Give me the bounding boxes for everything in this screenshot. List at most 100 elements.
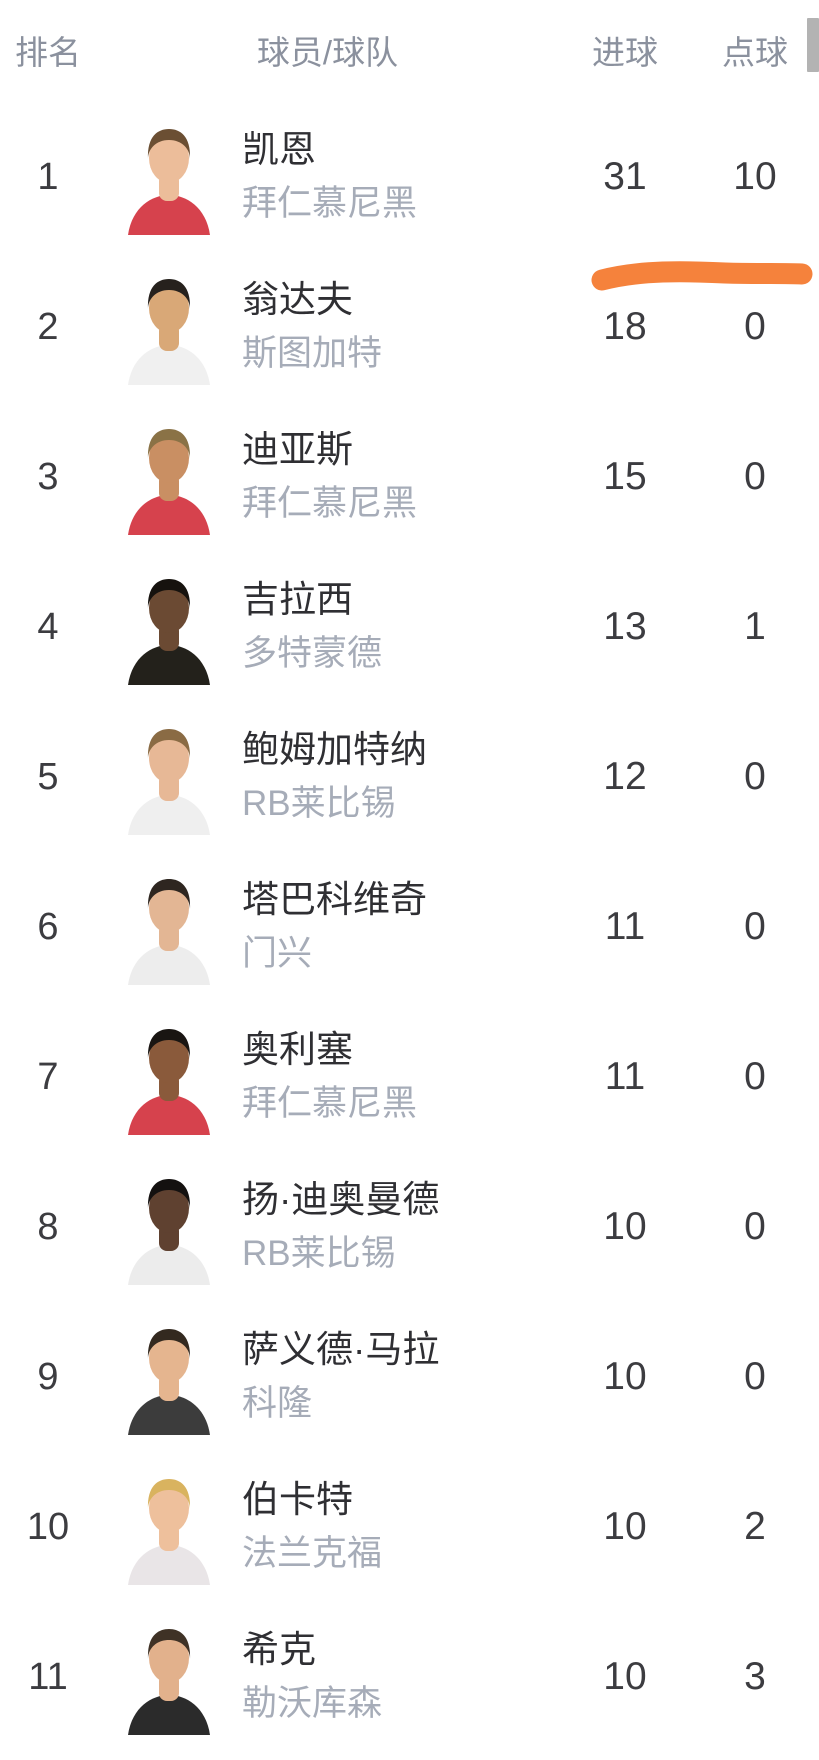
goals-value: 11 — [604, 1055, 646, 1098]
team-name: 斯图加特 — [242, 334, 383, 374]
player-photo — [124, 574, 214, 686]
team-name: RB莱比锡 — [242, 1234, 396, 1274]
rank-value: 8 — [37, 1205, 59, 1248]
player-info: 吉拉西 多特蒙德 — [228, 580, 559, 673]
player-info: 萨义德·马拉 科隆 — [228, 1330, 559, 1423]
team-name: 科隆 — [242, 1384, 313, 1424]
player-photo — [124, 1474, 214, 1586]
player-info: 塔巴科维奇 门兴 — [228, 880, 559, 973]
player-name: 翁达夫 — [242, 279, 353, 321]
player-name: 迪亚斯 — [242, 429, 353, 471]
table-body: 1 凯恩 拜仁慕尼黑 31 10 2 翁达夫 — [0, 102, 819, 1752]
player-avatar-icon — [128, 879, 210, 985]
player-avatar-icon — [128, 1179, 210, 1285]
player-row[interactable]: 11 希克 勒沃库森 10 3 — [0, 1602, 819, 1752]
player-name: 扬·迪奥曼德 — [242, 1179, 440, 1221]
team-name: 拜仁慕尼黑 — [242, 1084, 418, 1124]
player-photo — [124, 724, 214, 836]
player-name: 希克 — [242, 1629, 316, 1671]
player-row[interactable]: 9 萨义德·马拉 科隆 10 0 — [0, 1302, 819, 1452]
penalties-value: 0 — [744, 1055, 766, 1098]
rank-value: 10 — [26, 1505, 70, 1548]
player-row[interactable]: 10 伯卡特 法兰克福 10 2 — [0, 1452, 819, 1602]
player-row[interactable]: 2 翁达夫 斯图加特 18 0 — [0, 252, 819, 402]
rank-value: 9 — [37, 1355, 59, 1398]
player-info: 迪亚斯 拜仁慕尼黑 — [228, 430, 559, 523]
goals-value: 10 — [603, 1355, 647, 1398]
player-photo — [124, 1624, 214, 1736]
player-photo — [124, 124, 214, 236]
team-name: 勒沃库森 — [242, 1684, 383, 1724]
player-name: 吉拉西 — [242, 579, 353, 621]
column-header-rank: 排名 — [15, 34, 81, 71]
player-avatar-icon — [128, 1029, 210, 1135]
column-header-penalties: 点球 — [722, 34, 788, 71]
player-row[interactable]: 8 扬·迪奥曼德 RB莱比锡 10 0 — [0, 1152, 819, 1302]
player-avatar-icon — [128, 1629, 210, 1735]
rank-value: 11 — [28, 1655, 68, 1698]
player-info: 鲍姆加特纳 RB莱比锡 — [228, 730, 559, 823]
team-name: 门兴 — [242, 934, 313, 974]
player-row[interactable]: 3 迪亚斯 拜仁慕尼黑 15 0 — [0, 402, 819, 552]
penalties-value: 0 — [744, 1355, 766, 1398]
player-avatar-icon — [128, 129, 210, 235]
player-row[interactable]: 4 吉拉西 多特蒙德 13 1 — [0, 552, 819, 702]
penalties-value: 0 — [744, 1205, 766, 1248]
column-header-goals: 进球 — [592, 34, 658, 71]
player-photo — [124, 1324, 214, 1436]
goals-value: 13 — [603, 605, 647, 648]
player-info: 希克 勒沃库森 — [228, 1630, 559, 1723]
player-avatar-icon — [128, 1479, 210, 1585]
goals-value: 31 — [603, 155, 647, 198]
player-photo — [124, 1024, 214, 1136]
rank-value: 7 — [37, 1055, 59, 1098]
table-header: 排名 球员/球队 进球 点球 — [0, 0, 819, 100]
player-row[interactable]: 7 奥利塞 拜仁慕尼黑 11 0 — [0, 1002, 819, 1152]
player-avatar-icon — [128, 729, 210, 835]
player-avatar-icon — [128, 579, 210, 685]
player-photo — [124, 424, 214, 536]
rank-value: 5 — [37, 755, 59, 798]
penalties-value: 0 — [744, 455, 766, 498]
rank-value: 1 — [37, 155, 59, 198]
team-name: 多特蒙德 — [242, 634, 383, 674]
penalties-value: 0 — [744, 905, 766, 948]
penalties-value: 0 — [744, 755, 766, 798]
scrollbar-thumb[interactable] — [807, 18, 819, 72]
player-row[interactable]: 5 鲍姆加特纳 RB莱比锡 12 0 — [0, 702, 819, 852]
column-header-player: 球员/球队 — [256, 34, 399, 71]
player-avatar-icon — [128, 279, 210, 385]
goals-value: 12 — [603, 755, 647, 798]
goals-value: 18 — [603, 305, 647, 348]
player-photo — [124, 1174, 214, 1286]
player-info: 凯恩 拜仁慕尼黑 — [228, 130, 559, 223]
penalties-value: 10 — [733, 155, 777, 198]
penalties-value: 2 — [744, 1505, 766, 1548]
player-row[interactable]: 6 塔巴科维奇 门兴 11 0 — [0, 852, 819, 1002]
rank-value: 2 — [37, 305, 59, 348]
player-row[interactable]: 1 凯恩 拜仁慕尼黑 31 10 — [0, 102, 819, 252]
player-info: 伯卡特 法兰克福 — [228, 1480, 559, 1573]
player-photo — [124, 274, 214, 386]
player-name: 奥利塞 — [242, 1029, 353, 1071]
player-name: 鲍姆加特纳 — [242, 729, 427, 771]
player-name: 塔巴科维奇 — [242, 879, 427, 921]
rank-value: 3 — [37, 455, 59, 498]
player-photo — [124, 874, 214, 986]
penalties-value: 1 — [744, 605, 766, 648]
player-avatar-icon — [128, 429, 210, 535]
player-name: 凯恩 — [242, 129, 316, 171]
rank-value: 4 — [37, 605, 59, 648]
goals-value: 11 — [604, 905, 646, 948]
team-name: 拜仁慕尼黑 — [242, 184, 418, 224]
rank-value: 6 — [37, 905, 59, 948]
penalties-value: 0 — [744, 305, 766, 348]
player-info: 扬·迪奥曼德 RB莱比锡 — [228, 1180, 559, 1273]
player-info: 奥利塞 拜仁慕尼黑 — [228, 1030, 559, 1123]
goals-value: 10 — [603, 1655, 647, 1698]
penalties-value: 3 — [744, 1655, 766, 1698]
goals-value: 15 — [603, 455, 647, 498]
team-name: 法兰克福 — [242, 1534, 383, 1574]
player-avatar-icon — [128, 1329, 210, 1435]
